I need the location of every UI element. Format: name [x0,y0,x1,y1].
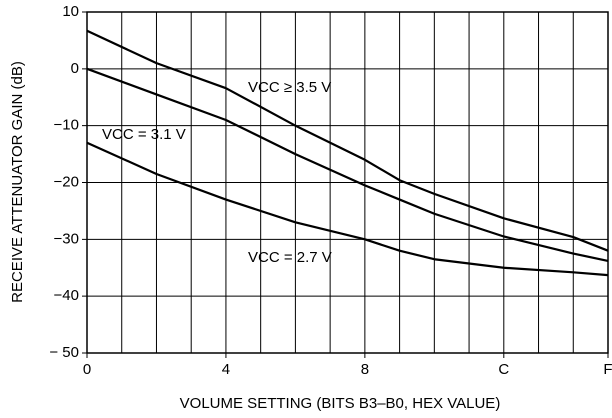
y-tick-label: −30 [54,230,79,247]
x-tick-label: 0 [83,361,91,378]
line [86,67,609,263]
y-tick-label: −40 [54,287,79,304]
series-label: VCC ≥ 3.5 V [248,79,331,96]
y-tick-label: 10 [62,3,79,20]
line [86,141,609,277]
y-tick-label: −20 [54,173,79,190]
x-tick-label: F [603,361,612,378]
plot-frame [86,11,609,354]
y-tick-label: −10 [54,117,79,134]
y-axis-label: RECEIVE ATTENUATOR GAIN (dB) [9,61,26,303]
x-tick-label: 8 [361,361,369,378]
series-label: VCC = 2.7 V [248,249,332,266]
y-tick-label: 0 [71,60,79,77]
series-label: VCC = 3.1 V [102,126,186,143]
x-axis-label: VOLUME SETTING (BITS B3–B0, HEX VALUE) [180,395,501,412]
x-tick-label: C [498,361,509,378]
y-tick-label: − 50 [49,344,79,361]
line [86,29,609,252]
x-tick-label: 4 [222,361,230,378]
